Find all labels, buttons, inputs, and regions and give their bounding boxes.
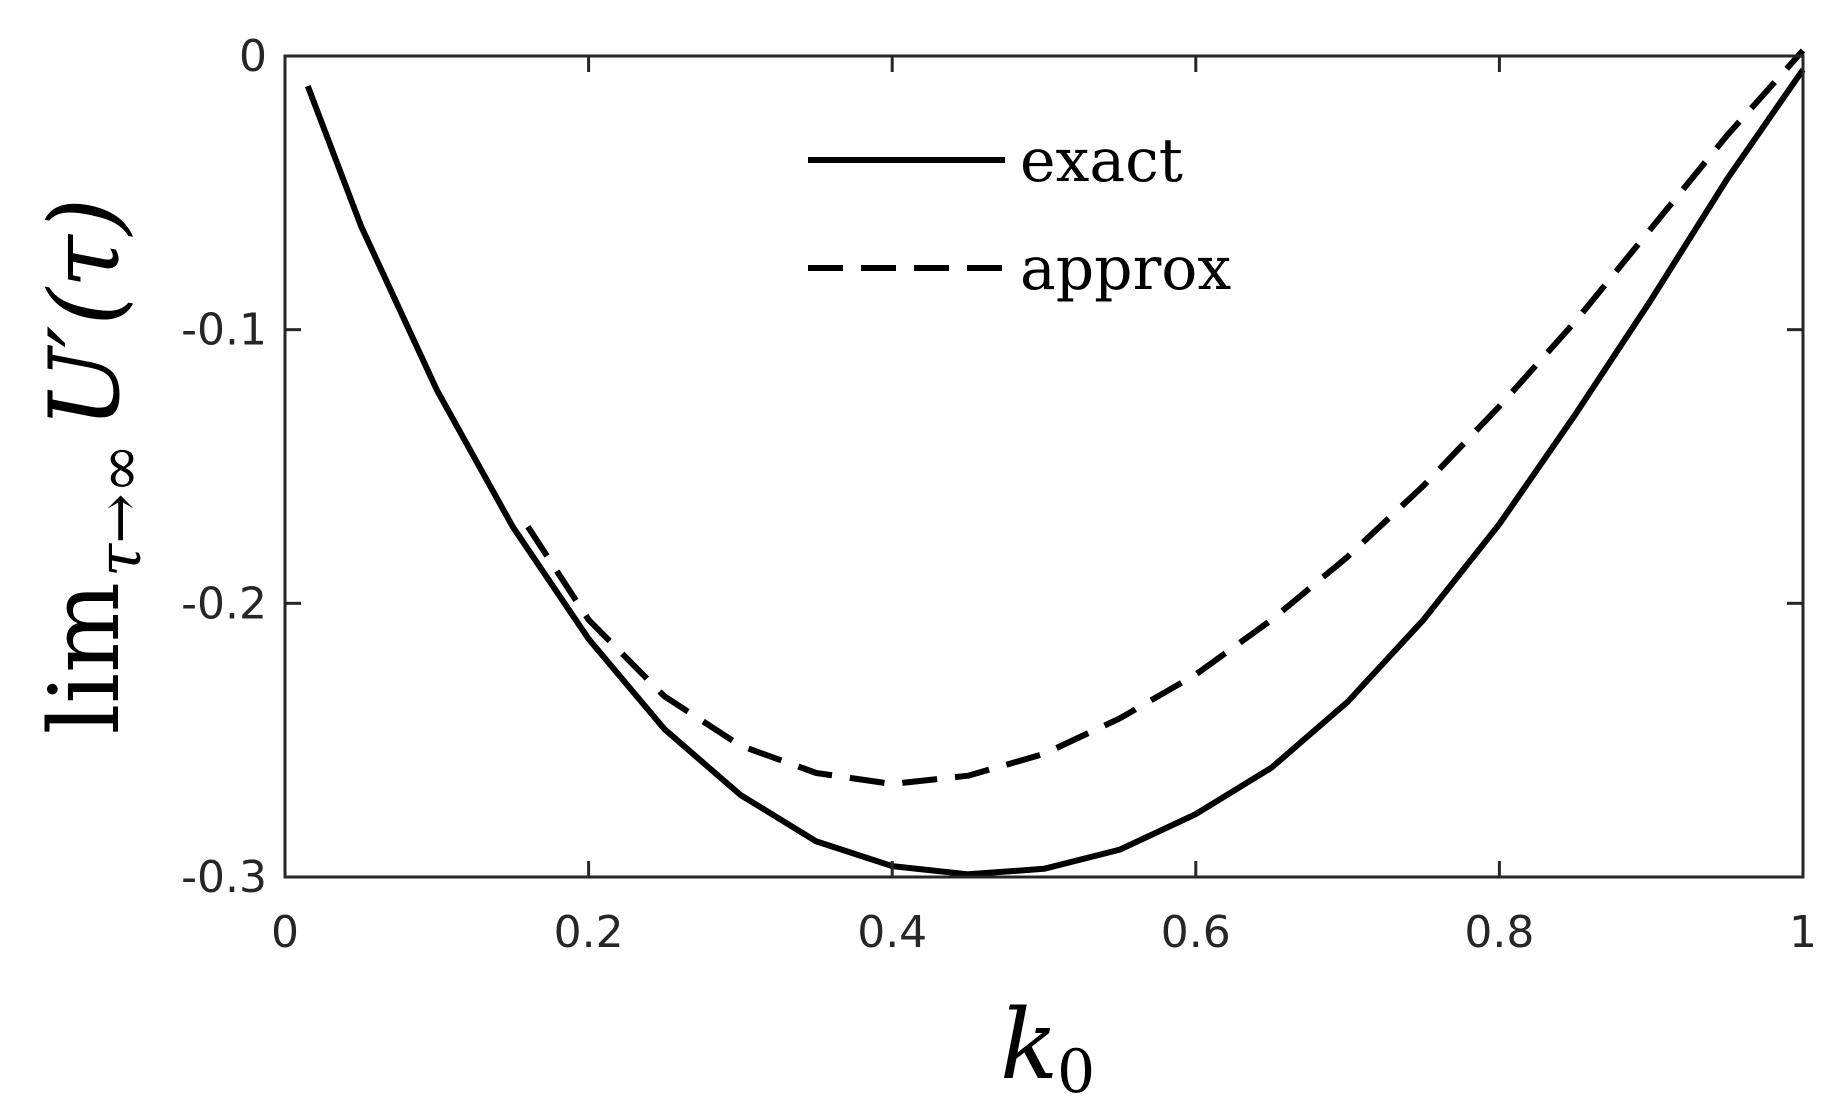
y-tick-label-2: -0.2 [181,578,267,629]
y-tick-label-3: -0.3 [181,852,267,903]
y-axis-label-lim: lim [29,582,141,734]
x-tick-label-1: 0.2 [554,907,624,958]
legend-exact-label: exact [1020,126,1183,196]
svg-text:lim τ→∞ U′(τ): lim τ→∞ U′(τ) [29,198,155,735]
axes-frame [283,54,1805,879]
series-line-exact [304,67,1806,878]
legend-approx-label: approx [1020,234,1231,304]
x-axis-label-sub: 0 [1057,1037,1095,1106]
legend: exact approx [808,126,1231,304]
x-tick-label-4: 0.8 [1464,907,1534,958]
y-tick-label-0: 0 [239,31,267,82]
series-line-approx [525,48,1806,787]
y-axis-label: lim τ→∞ U′(τ) [29,198,155,735]
y-tick-label-1: -0.1 [181,305,267,356]
x-tick-label-3: 0.6 [1161,907,1231,958]
x-axis-label-main: k [1000,989,1058,1101]
x-axis-label: k 0 [1000,989,1095,1106]
tick-labels-layer: 0 0.2 0.4 0.6 0.8 1 0 -0.1 -0.2 -0.3 [181,31,1817,958]
x-tick-label-5: 1 [1789,907,1817,958]
x-tick-label-2: 0.4 [857,907,927,958]
plot-area: 0 0.2 0.4 0.6 0.8 1 0 -0.1 -0.2 -0.3 [181,31,1817,958]
y-axis-label-subscript: τ→∞ [85,443,155,576]
series-layer [304,48,1806,878]
ticks-layer [283,54,1805,879]
y-axis-label-func: U′(τ) [29,198,141,429]
x-tick-label-0: 0 [271,907,299,958]
